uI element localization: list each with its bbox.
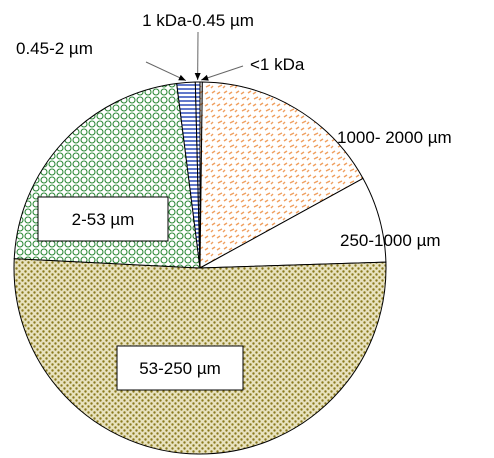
leader-line-lt-1-kda (201, 65, 244, 81)
leader-arrowhead-0-45-2-um (178, 74, 186, 81)
pie-slice-1-kda-0-45-um (194, 81, 201, 269)
label-box-2-53-um (37, 196, 169, 242)
slice-label-53-250-um: 53-250 µm (139, 359, 221, 378)
slice-label-250-1000-um: 250-1000 µm (340, 231, 441, 250)
slice-label-1000-2000-um: 1000- 2000 µm (337, 128, 452, 147)
slice-label-0-45-2-um: 0.45-2 µm (16, 39, 93, 58)
slice-label-2-53-um: 2-53 µm (72, 210, 135, 229)
pie-slice-1000-2000-um (199, 81, 364, 269)
slice-label-1-kda-0-45-um: 1 kDa-0.45 µm (142, 11, 254, 30)
leader-arrowhead-1-kda-0-45-um (194, 72, 201, 81)
label-box-53-250-um (116, 345, 244, 391)
slice-label-lt-1-kda: <1 kDa (250, 55, 305, 74)
leader-arrowhead-lt-1-kda (201, 74, 209, 81)
leader-line-0-45-2-um (145, 61, 187, 81)
